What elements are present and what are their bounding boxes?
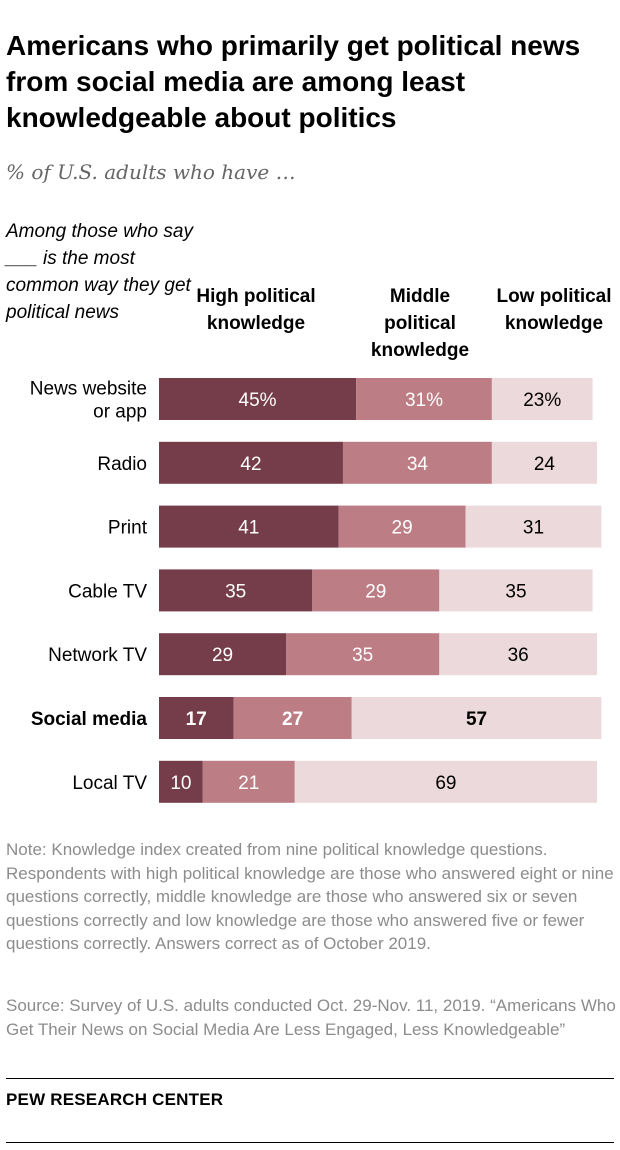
value-label: 29 [392, 518, 413, 539]
bar-segment-low [439, 569, 593, 612]
bar-segment-middle [233, 697, 352, 739]
organization-logo-text: PEW RESEARCH CENTER [6, 1090, 224, 1109]
value-label: 42 [240, 454, 261, 475]
value-label: 69 [435, 773, 456, 794]
value-label: 29 [212, 645, 233, 666]
bar-segment-high [159, 633, 287, 676]
bar-segment-middle [342, 441, 492, 484]
bar-segment-middle [356, 378, 492, 420]
chart-title: Americans who primarily get political ne… [6, 30, 581, 133]
category-label: Social media [31, 709, 148, 730]
bar-segment-high [159, 697, 234, 739]
category-label: Cable TV [68, 581, 147, 602]
value-label: 41 [238, 518, 259, 539]
row-header: Among those who say ___ is the most comm… [6, 221, 193, 323]
value-label: 35 [225, 581, 246, 602]
footer-divider-bottom [6, 1142, 614, 1143]
value-label: 57 [466, 709, 487, 730]
category-label: Radio [97, 454, 147, 475]
bar-segment-low [351, 697, 602, 739]
bar-segment-high [159, 378, 357, 420]
column-header-middle: Middle political knowledge [370, 286, 470, 361]
value-label: 24 [534, 454, 556, 475]
value-label: 21 [238, 773, 259, 794]
value-label: 23% [523, 390, 561, 411]
chart-note: Note: Knowledge index created from nine … [6, 840, 614, 953]
column-header-high: High political knowledge [196, 286, 316, 334]
value-label: 31% [405, 390, 443, 411]
value-label: 36 [508, 645, 529, 666]
bar-segment-high [159, 505, 339, 548]
column-header-low: Low political knowledge [496, 286, 612, 334]
value-label: 45% [239, 390, 277, 411]
stacked-bar-chart: News website or app 45% 31% 23% Radio 42 34 24 Pr… [30, 378, 602, 803]
value-label: 31 [523, 518, 544, 539]
chart-subtitle: % of U.S. adults who have … [6, 160, 296, 184]
value-label: 10 [170, 773, 191, 794]
bar-segment-high [159, 441, 343, 484]
bar-segment-middle [202, 760, 295, 803]
bar-segment-high [159, 760, 203, 803]
category-label: News website or app [30, 379, 147, 423]
bar-segment-low [491, 378, 593, 420]
bar-segment-middle [338, 505, 466, 548]
bar-segment-high [159, 569, 313, 612]
category-label: Local TV [72, 773, 147, 794]
value-label: 27 [282, 709, 303, 730]
bar-segment-middle [312, 569, 440, 612]
chart-source: Source: Survey of U.S. adults conducted … [6, 996, 616, 1039]
category-label: Print [108, 518, 148, 539]
value-label: 17 [186, 709, 207, 730]
bar-segment-low [465, 505, 602, 548]
footer-divider-top [6, 1078, 614, 1079]
bar-segment-low [439, 633, 597, 676]
bar-segment-middle [286, 633, 440, 676]
bar-segment-low [294, 760, 597, 803]
value-label: 29 [365, 581, 386, 602]
value-label: 35 [352, 645, 373, 666]
bar-segment-low [491, 441, 597, 484]
category-label: Network TV [48, 645, 147, 666]
value-label: 34 [407, 454, 429, 475]
value-label: 35 [505, 581, 526, 602]
